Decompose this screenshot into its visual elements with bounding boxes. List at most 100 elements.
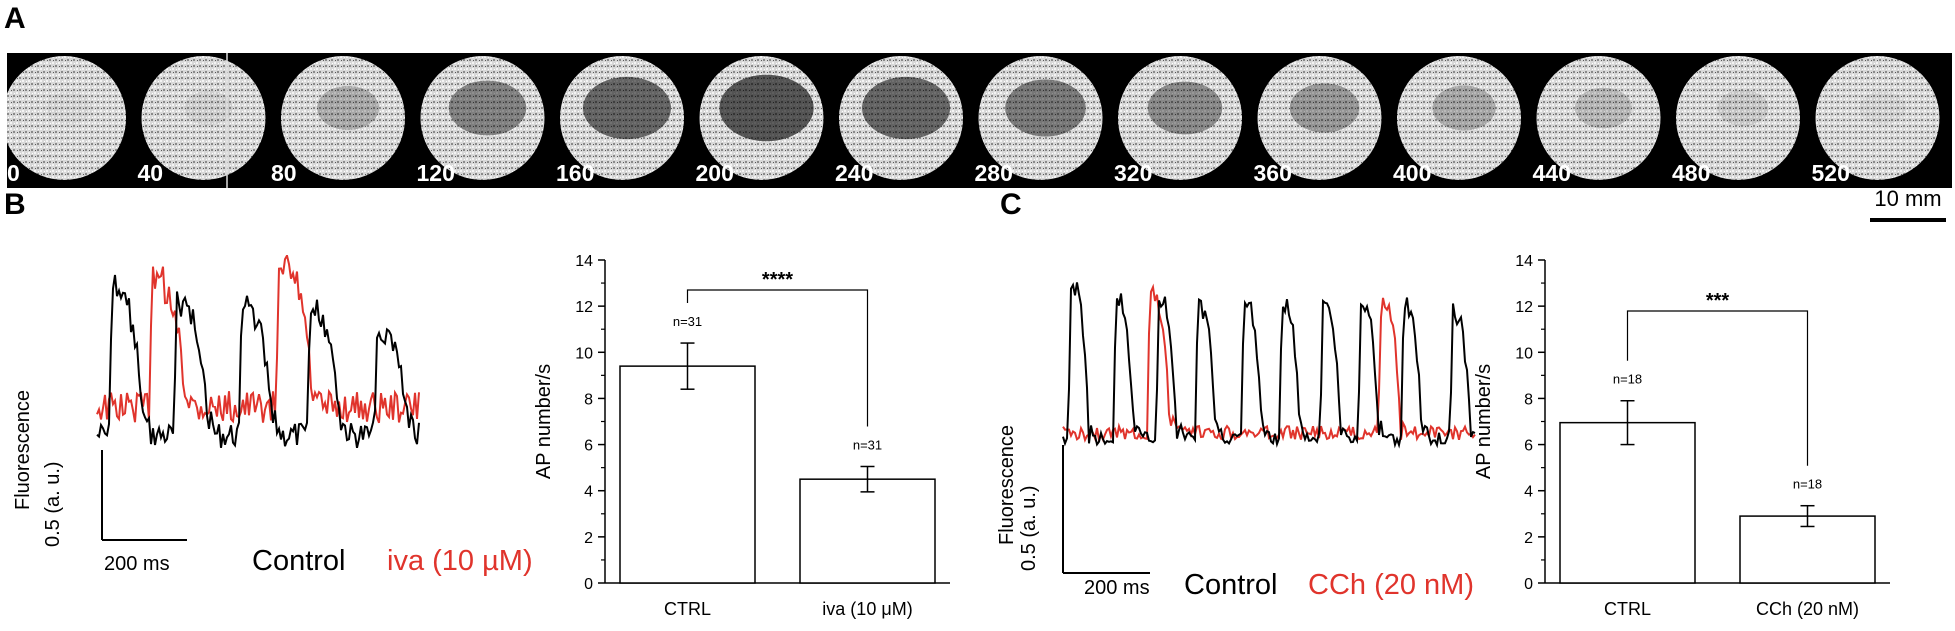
y-axis-label: AP number/s bbox=[533, 364, 555, 479]
imaging-frame bbox=[420, 56, 545, 180]
significance-bracket bbox=[1626, 310, 1809, 466]
trace-b-control-series bbox=[96, 274, 420, 449]
trace-c-control-series bbox=[1062, 282, 1476, 449]
category-label: CTRL bbox=[1604, 599, 1651, 619]
frame-disc bbox=[1815, 56, 1940, 180]
category-label: iva (10 μM) bbox=[822, 599, 912, 619]
n-label: n=31 bbox=[673, 314, 702, 329]
trace-b-iva-series bbox=[96, 252, 420, 424]
frame-disc bbox=[420, 56, 545, 180]
y-tick-label: 14 bbox=[575, 253, 593, 270]
trace-b-plot bbox=[96, 252, 420, 541]
panel-b-letter: B bbox=[4, 188, 26, 221]
trace-c-legend-cch: CCh (20 nM) bbox=[1308, 569, 1474, 601]
trace-b: Fluorescence 0.5 (a. u.) 200 ms Control … bbox=[12, 252, 542, 620]
y-axis-label: AP number/s bbox=[1473, 364, 1495, 479]
activation-shading bbox=[1147, 81, 1223, 135]
y-tick-label: 14 bbox=[1515, 253, 1533, 270]
time-label: 520 bbox=[1812, 160, 1850, 186]
y-tick-label: 2 bbox=[584, 530, 593, 547]
n-label: n=31 bbox=[853, 437, 882, 452]
y-tick-label: 2 bbox=[1524, 530, 1533, 547]
frame-disc bbox=[1536, 56, 1661, 180]
trace-c-y-title: Fluorescence bbox=[996, 424, 1018, 545]
category-label: CTRL bbox=[664, 599, 711, 619]
time-label: 160 bbox=[556, 160, 594, 186]
y-tick-label: 0 bbox=[584, 576, 593, 593]
activation-shading bbox=[719, 74, 814, 142]
frame-disc bbox=[978, 56, 1103, 180]
activation-shading bbox=[1005, 79, 1086, 137]
frame-disc bbox=[141, 56, 266, 180]
imaging-frames: 0 40 80 120 160 200 240 280 320 360 400 440 480 520 bbox=[7, 53, 1940, 188]
y-tick-label: 4 bbox=[1524, 484, 1533, 501]
frame-disc bbox=[1397, 56, 1521, 180]
time-label: 80 bbox=[271, 160, 297, 186]
significance-stars: **** bbox=[762, 269, 793, 291]
trace-c-legend-control: Control bbox=[1184, 569, 1278, 601]
time-label: 280 bbox=[975, 160, 1013, 186]
y-tick-label: 8 bbox=[1524, 391, 1533, 408]
y-tick-label: 10 bbox=[575, 345, 593, 362]
scale-bar bbox=[1870, 218, 1946, 222]
scale-bar-label: 10 mm bbox=[1874, 186, 1942, 211]
frame-disc bbox=[1676, 56, 1800, 180]
y-tick-label: 6 bbox=[584, 438, 593, 455]
imaging-frame bbox=[1397, 56, 1521, 180]
trace-c-cch-series bbox=[1062, 283, 1476, 444]
bar bbox=[1739, 515, 1876, 584]
time-label: 400 bbox=[1393, 160, 1431, 186]
activation-shading bbox=[448, 80, 527, 136]
y-tick-label: 8 bbox=[584, 391, 593, 408]
y-tick-label: 10 bbox=[1515, 345, 1533, 362]
bar-chart-b: 0 2 4 6 8 10 12 14 AP number/s n=31 CTRL n=31 iva (1… bbox=[533, 253, 950, 619]
time-label: 360 bbox=[1254, 160, 1292, 186]
activation-shading bbox=[1574, 87, 1633, 129]
time-label: 240 bbox=[835, 160, 873, 186]
activation-shading bbox=[184, 90, 233, 126]
imaging-frame bbox=[1536, 56, 1661, 180]
y-tick-label: 12 bbox=[575, 299, 593, 316]
panel-c-letter: C bbox=[1000, 188, 1022, 221]
activation-shading bbox=[1859, 91, 1906, 124]
y-tick-label: 0 bbox=[1524, 576, 1533, 593]
frame-disc bbox=[7, 56, 126, 180]
bar-chart-c: 0 2 4 6 8 10 12 14 AP number/s n=18 CTRL n=18 CCh (2… bbox=[1473, 253, 1890, 619]
trace-c-x-scale: 200 ms bbox=[1084, 577, 1150, 599]
imaging-frame bbox=[1257, 56, 1382, 180]
time-label: 120 bbox=[417, 160, 455, 186]
y-tick-label: 4 bbox=[584, 484, 593, 501]
y-tick-label: 6 bbox=[1524, 438, 1533, 455]
frame-disc bbox=[281, 56, 405, 180]
activation-shading bbox=[46, 92, 92, 125]
n-label: n=18 bbox=[1613, 372, 1642, 387]
imaging-frame bbox=[1815, 56, 1940, 180]
bar bbox=[619, 365, 756, 584]
imaging-frame bbox=[978, 56, 1103, 180]
imaging-frame bbox=[839, 56, 963, 180]
time-label: 440 bbox=[1533, 160, 1571, 186]
n-label: n=18 bbox=[1793, 477, 1822, 492]
significance-stars: *** bbox=[1706, 290, 1730, 312]
y-tick-label: 12 bbox=[1515, 299, 1533, 316]
imaging-frame bbox=[281, 56, 405, 180]
trace-b-legend-control: Control bbox=[252, 545, 346, 577]
category-label: CCh (20 nM) bbox=[1756, 599, 1859, 619]
imaging-strip: 0 40 80 120 160 200 240 280 320 360 400 440 480 520 bbox=[7, 53, 1952, 188]
bar bbox=[799, 478, 936, 584]
imaging-frame bbox=[699, 56, 824, 180]
trace-b-legend-iva: iva (10 µM) bbox=[387, 545, 533, 577]
time-label: 320 bbox=[1114, 160, 1152, 186]
time-label: 40 bbox=[138, 160, 164, 186]
activation-shading bbox=[1432, 85, 1496, 131]
significance-bracket bbox=[686, 289, 869, 427]
trace-b-y-scale: 0.5 (a. u.) bbox=[42, 461, 64, 547]
imaging-frame bbox=[141, 56, 266, 180]
frame-disc bbox=[1118, 56, 1242, 180]
bar bbox=[1559, 421, 1696, 584]
trace-c: Fluorescence 0.5 (a. u.) 200 ms Control … bbox=[996, 255, 1480, 620]
frame-disc bbox=[1257, 56, 1382, 180]
trace-b-x-scale: 200 ms bbox=[104, 553, 170, 575]
time-label: 480 bbox=[1672, 160, 1710, 186]
imaging-frame bbox=[560, 56, 684, 180]
